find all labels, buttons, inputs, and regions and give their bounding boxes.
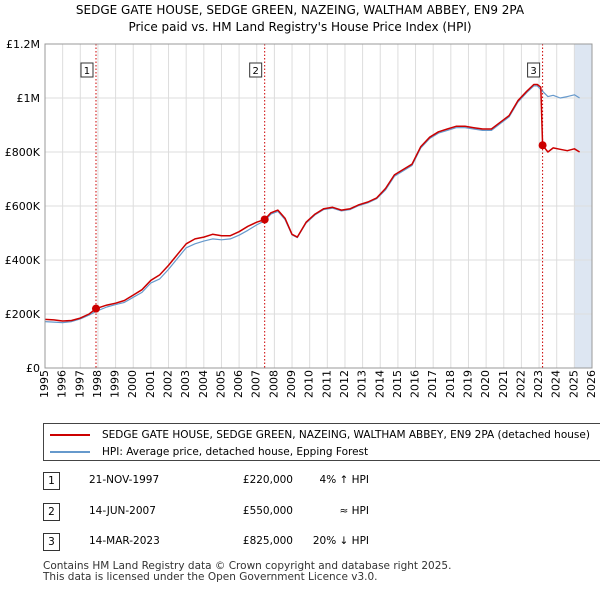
x-tick-label: 2000 bbox=[126, 370, 139, 398]
y-tick-label: £800K bbox=[5, 146, 41, 159]
y-tick-label: £600K bbox=[5, 200, 41, 213]
x-tick-label: 2019 bbox=[461, 370, 474, 398]
series-lines bbox=[44, 83, 580, 324]
transaction-date: 21-NOV-1997 bbox=[89, 474, 160, 486]
footer-line-2: This data is licensed under the Open Gov… bbox=[43, 571, 378, 583]
x-axis-ticks: 1995 1996 1997 1998 1999 2000 2001 2002 2003 2004… bbox=[38, 370, 598, 398]
x-tick-label: 2001 bbox=[144, 370, 157, 398]
transaction-number: 1 bbox=[43, 472, 60, 490]
y-tick-label: £1.2M bbox=[6, 38, 40, 51]
grid-lines bbox=[44, 43, 593, 369]
property-series-line bbox=[44, 83, 580, 322]
x-tick-label: 2005 bbox=[214, 370, 227, 398]
x-tick-label: 2017 bbox=[426, 370, 439, 398]
sale-point bbox=[91, 304, 100, 313]
x-tick-label: 2024 bbox=[550, 370, 563, 398]
title-line-1: SEDGE GATE HOUSE, SEDGE GREEN, NAZEING, … bbox=[75, 3, 525, 17]
x-tick-label: 1999 bbox=[109, 370, 122, 398]
x-tick-label: 2014 bbox=[373, 370, 386, 398]
property-line-swatch bbox=[50, 434, 90, 436]
x-tick-label: 1998 bbox=[91, 370, 104, 398]
transaction-hpi-comparison: 20% ↓ HPI bbox=[312, 535, 369, 547]
transaction-price: £220,000 bbox=[242, 474, 293, 486]
y-tick-label: £1M bbox=[17, 92, 41, 105]
legend-item-hpi: HPI: Average price, detached house, Eppi… bbox=[50, 444, 368, 460]
transaction-number: 2 bbox=[43, 503, 60, 521]
y-tick-label: £200K bbox=[5, 308, 41, 321]
x-tick-label: 2007 bbox=[250, 370, 263, 398]
legend-label-property: SEDGE GATE HOUSE, SEDGE GREEN, NAZEING, … bbox=[102, 429, 590, 441]
sale-label-box bbox=[80, 62, 94, 78]
transaction-number: 3 bbox=[43, 533, 60, 551]
sale-label-number: 1 bbox=[84, 66, 90, 77]
legend: SEDGE GATE HOUSE, SEDGE GREEN, NAZEING, … bbox=[43, 423, 600, 461]
sale-point bbox=[538, 141, 547, 150]
plot-frame bbox=[44, 43, 593, 369]
y-tick-label: £0 bbox=[26, 362, 40, 375]
transaction-date: 14-MAR-2023 bbox=[89, 535, 160, 547]
hpi-line-swatch bbox=[50, 451, 90, 453]
x-tick-label: 2013 bbox=[356, 370, 369, 398]
transaction-hpi-comparison: 4% ↑ HPI bbox=[319, 474, 369, 486]
x-tick-label: 2009 bbox=[285, 370, 298, 398]
footer-line-1: Contains HM Land Registry data © Crown c… bbox=[43, 560, 452, 572]
hpi-series-line bbox=[44, 85, 580, 324]
transaction-price: £550,000 bbox=[242, 505, 293, 517]
x-tick-label: 2002 bbox=[162, 370, 175, 398]
x-tick-label: 2022 bbox=[514, 370, 527, 398]
sale-label-box bbox=[249, 62, 263, 78]
x-tick-label: 1997 bbox=[73, 370, 86, 398]
chart-title: SEDGE GATE HOUSE, SEDGE GREEN, NAZEING, … bbox=[0, 2, 600, 36]
x-tick-label: 2021 bbox=[497, 370, 510, 398]
legend-item-property: SEDGE GATE HOUSE, SEDGE GREEN, NAZEING, … bbox=[50, 427, 590, 443]
sale-label-box bbox=[527, 62, 541, 78]
x-tick-label: 2003 bbox=[179, 370, 192, 398]
y-tick-label: £400K bbox=[5, 254, 41, 267]
x-tick-label: 2020 bbox=[479, 370, 492, 398]
sale-point bbox=[260, 215, 269, 224]
sale-dots bbox=[91, 141, 547, 313]
x-tick-label: 2004 bbox=[197, 370, 210, 398]
footer-attribution: Contains HM Land Registry data © Crown c… bbox=[43, 561, 451, 583]
transaction-hpi-comparison: ≈ HPI bbox=[339, 505, 369, 517]
x-tick-label: 2015 bbox=[391, 370, 404, 398]
x-tick-label: 2011 bbox=[320, 370, 333, 398]
x-tick-label: 2025 bbox=[567, 370, 580, 398]
sale-label-number: 3 bbox=[530, 66, 536, 77]
sale-labels: 1 2 3 bbox=[80, 62, 541, 78]
x-tick-label: 1995 bbox=[38, 370, 51, 398]
x-tick-label: 2016 bbox=[409, 370, 422, 398]
x-tick-label: 2010 bbox=[303, 370, 316, 398]
y-axis-ticks: £0 £200K £400K £600K £800K £1M £1.2M bbox=[5, 38, 41, 375]
sale-markers-lines bbox=[95, 44, 544, 368]
transaction-price: £825,000 bbox=[242, 535, 293, 547]
sale-label-number: 2 bbox=[252, 66, 258, 77]
x-tick-label: 1996 bbox=[56, 370, 69, 398]
x-tick-label: 2006 bbox=[232, 370, 245, 398]
x-tick-label: 2023 bbox=[532, 370, 545, 398]
title-line-2: Price paid vs. HM Land Registry's House … bbox=[128, 20, 472, 34]
x-tick-label: 2026 bbox=[585, 370, 598, 398]
x-tick-label: 2018 bbox=[444, 370, 457, 398]
legend-label-hpi: HPI: Average price, detached house, Eppi… bbox=[102, 446, 369, 458]
x-tick-label: 2012 bbox=[338, 370, 351, 398]
transaction-date: 14-JUN-2007 bbox=[89, 505, 156, 517]
x-tick-label: 2008 bbox=[267, 370, 280, 398]
